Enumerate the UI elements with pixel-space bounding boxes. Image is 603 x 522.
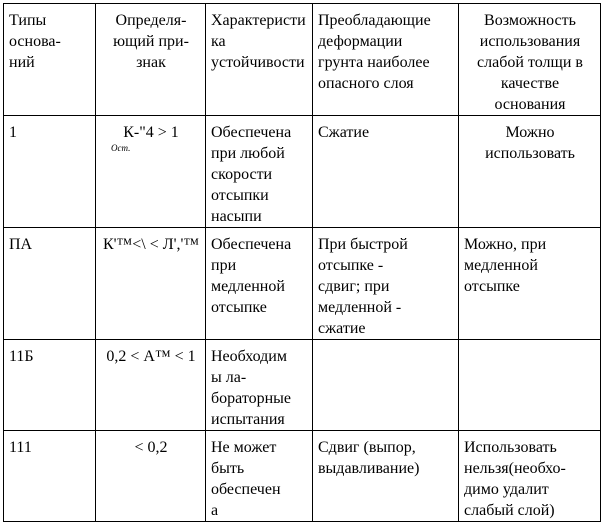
cell-text: обеспечен bbox=[211, 481, 281, 498]
cell-text: сдвиг; при bbox=[318, 278, 390, 295]
cell-text: К-"4 > 1 bbox=[123, 124, 179, 141]
table-cell: Преобладающие деформации грунта наиболее оп… bbox=[312, 3, 459, 116]
cell-text: при любой bbox=[211, 145, 285, 162]
cell-text: отсыпке bbox=[464, 278, 520, 295]
cell-text: Не может bbox=[211, 439, 277, 456]
table-cell: Определя-ющий при-знак bbox=[95, 3, 206, 116]
cell-text: Характеристи bbox=[211, 12, 306, 29]
table-cell: Необходим ы ла-бораторные испытания bbox=[205, 339, 313, 431]
cell-text: 0,2 < А™ < 1 bbox=[106, 348, 196, 365]
cell-text: ы ла- bbox=[211, 369, 247, 386]
table-cell: 0,2 < А™ < 1 bbox=[95, 339, 206, 431]
table-cell: Сжатие bbox=[312, 115, 459, 228]
cell-text: знак bbox=[136, 54, 166, 71]
table-cell: Обеспечена при любой скорости отсыпки насыпи bbox=[205, 115, 313, 228]
table-cell: ПА bbox=[3, 227, 96, 340]
table-cell: Сдвиг (выпор, выдавливание) bbox=[312, 430, 459, 522]
table: Типы основа-ний Определя-ющий при-знак Хара… bbox=[3, 3, 601, 522]
cell-text: слабый слой) bbox=[464, 502, 555, 519]
cell-text: скорости bbox=[211, 166, 273, 183]
cell-text: насыпи bbox=[211, 208, 262, 225]
table-cell: 11Б bbox=[3, 339, 96, 431]
table-cell: К'™<\ < Л','™ bbox=[95, 227, 206, 340]
table-cell: Обеспечена при медленной отсыпке bbox=[205, 227, 313, 340]
page: Типы основа-ний Определя-ющий при-знак Хара… bbox=[3, 3, 601, 522]
cell-text: Определя- bbox=[115, 12, 187, 29]
cell-text: Типы bbox=[9, 12, 47, 29]
cell-text: Можно bbox=[505, 124, 555, 141]
cell-text: медленной bbox=[464, 257, 538, 274]
table-cell: < 0,2 bbox=[95, 430, 206, 522]
cell-text: основа- bbox=[9, 33, 61, 50]
cell-text: Преобладающие bbox=[318, 12, 431, 29]
table-row: 11Б 0,2 < А™ < 1 Необходим ы ла-бораторные и… bbox=[3, 339, 601, 431]
cell-text: отсыпки bbox=[211, 187, 269, 204]
table-cell: 1 bbox=[3, 115, 96, 228]
cell-text: Можно, при bbox=[464, 236, 547, 253]
cell-text: Обеспечена bbox=[211, 124, 292, 141]
table-cell: Возможность использования слабой толщи в ка… bbox=[458, 3, 601, 116]
table-cell: Характеристи ка устойчивости bbox=[205, 3, 313, 116]
cell-text: при bbox=[211, 257, 237, 274]
cell-text: ний bbox=[9, 54, 35, 71]
cell-text: грунта наиболее bbox=[318, 54, 430, 71]
cell-text: Необходим bbox=[211, 348, 287, 365]
table-cell bbox=[458, 339, 601, 431]
cell-text: отсыпке - bbox=[318, 257, 384, 274]
table-cell: Использовать нельзя(необхо-димо удалит сла… bbox=[458, 430, 601, 522]
table-cell: Можно использовать bbox=[458, 115, 601, 228]
cell-text: бораторные bbox=[211, 390, 292, 407]
cell-text: При быстрой bbox=[318, 236, 408, 253]
cell-text: Обеспечена bbox=[211, 236, 292, 253]
table-cell: Не может быть обеспечен а bbox=[205, 430, 313, 522]
cell-text: испытания bbox=[211, 411, 285, 428]
table-cell: Можно, при медленной отсыпке bbox=[458, 227, 601, 340]
cell-text: отсыпке bbox=[211, 299, 267, 316]
cell-text: Возможность bbox=[484, 12, 576, 29]
cell-text: деформации bbox=[318, 33, 403, 50]
cell-text: нельзя(необхо- bbox=[464, 460, 566, 477]
cell-text: использовать bbox=[485, 145, 575, 162]
table-cell: 111 bbox=[3, 430, 96, 522]
cell-text: опасного слоя bbox=[318, 75, 414, 92]
table-cell bbox=[312, 339, 459, 431]
cell-text: быть bbox=[211, 460, 245, 477]
cell-text: основания bbox=[494, 96, 566, 113]
cell-text: выдавливание) bbox=[318, 460, 420, 477]
cell-text: Сжатие bbox=[318, 124, 370, 141]
cell-text: ка bbox=[211, 33, 226, 50]
cell-text: качестве bbox=[500, 75, 560, 92]
cell-text: 111 bbox=[9, 439, 32, 456]
cell-text: ПА bbox=[9, 236, 33, 253]
cell-text: < 0,2 bbox=[134, 439, 168, 456]
cell-text: 11Б bbox=[9, 348, 34, 365]
cell-text: Сдвиг (выпор, bbox=[318, 439, 416, 456]
cell-text: слабой толщи в bbox=[477, 54, 583, 71]
cell-text: а bbox=[211, 502, 219, 519]
cell-text: ющий при- bbox=[113, 33, 189, 50]
table-row: 1 К-"4 > 1 Ост. Обеспечена при любой скорости… bbox=[3, 115, 601, 228]
cell-text: использования bbox=[479, 33, 581, 50]
table-row: ПА К'™<\ < Л','™ Обеспечена при медленной отс… bbox=[3, 227, 601, 340]
table-cell: К-"4 > 1 Ост. bbox=[95, 115, 206, 228]
cell-text: медленной - bbox=[318, 299, 402, 316]
cell-text: Ост. bbox=[111, 143, 131, 153]
cell-text: димо удалит bbox=[464, 481, 549, 498]
table-row: 111 < 0,2 Не может быть обеспечен а Сдвиг (вып… bbox=[3, 430, 601, 522]
table-cell: При быстрой отсыпке - сдвиг; при медленной … bbox=[312, 227, 459, 340]
cell-text: сжатие bbox=[318, 320, 366, 337]
cell-text: К'™<\ < Л','™ bbox=[102, 236, 200, 253]
cell-text: медленной bbox=[211, 278, 285, 295]
cell-text: устойчивости bbox=[211, 54, 305, 71]
table-row: Типы основа-ний Определя-ющий при-знак Хара… bbox=[3, 3, 601, 116]
table-cell: Типы основа-ний bbox=[3, 3, 96, 116]
cell-text: 1 bbox=[9, 124, 17, 141]
cell-text: Использовать bbox=[464, 439, 557, 456]
